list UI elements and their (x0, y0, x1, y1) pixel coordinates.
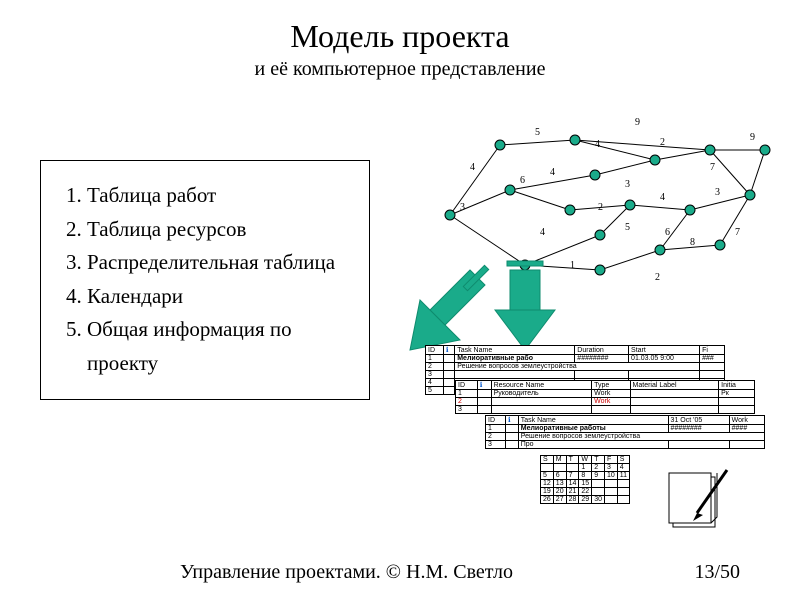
list-item: Таблица ресурсов (87, 213, 351, 247)
page-number: 13/50 (694, 561, 740, 584)
svg-text:5: 5 (625, 222, 630, 233)
svg-text:3: 3 (460, 202, 465, 213)
svg-text:4: 4 (660, 192, 665, 203)
info-icon: ℹ (505, 416, 518, 425)
th: Start (629, 346, 700, 355)
th: Task Name (518, 416, 668, 425)
svg-text:6: 6 (665, 227, 670, 238)
svg-text:9: 9 (750, 132, 755, 143)
th: Fi (700, 346, 725, 355)
svg-text:3: 3 (715, 187, 720, 198)
assignment-table: ID ℹ Task Name 31 Oct '05 Work 1Мелиорат… (485, 415, 765, 449)
list-item: Таблица работ (87, 179, 351, 213)
svg-text:4: 4 (470, 162, 475, 173)
svg-text:5: 5 (535, 127, 540, 138)
slide-subtitle: и её компьютерное представление (0, 58, 800, 81)
info-icon: ℹ (477, 381, 491, 390)
list-item: Общая информация по проекту (87, 313, 351, 380)
slide: Модель проекта и её компьютерное предста… (0, 0, 800, 600)
th: Material Label (630, 381, 719, 390)
th: Work (729, 416, 764, 425)
content-list-box: Таблица работ Таблица ресурсов Распредел… (40, 160, 370, 400)
arrow-down-icon (495, 261, 555, 350)
info-icon: ℹ (443, 346, 454, 355)
svg-text:4: 4 (540, 227, 545, 238)
footer-text: Управление проектами. © Н.М. Светло (180, 561, 513, 584)
svg-text:8: 8 (690, 237, 695, 248)
svg-text:4: 4 (595, 139, 600, 150)
list-item: Календари (87, 280, 351, 314)
svg-text:4: 4 (550, 167, 555, 178)
tables-preview: ID ℹ Task Name Duration Start Fi 1Мелиор… (420, 345, 770, 535)
arrow-left-icon (410, 265, 489, 350)
th: ID (456, 381, 478, 390)
svg-text:6: 6 (520, 175, 525, 186)
th: ID (426, 346, 444, 355)
content-list: Таблица работ Таблица ресурсов Распредел… (59, 179, 351, 381)
svg-text:3: 3 (625, 179, 630, 190)
notepad-pencil-icon (665, 465, 735, 535)
svg-text:7: 7 (710, 162, 715, 173)
list-item: Распределительная таблица (87, 246, 351, 280)
calendar-table: S M T W T F S 1234 567891011 12131415 19… (540, 455, 630, 504)
th: 31 Oct '05 (668, 416, 729, 425)
th: Type (592, 381, 630, 390)
th: Resource Name (491, 381, 592, 390)
svg-text:2: 2 (655, 272, 660, 283)
th: Task Name (455, 346, 575, 355)
svg-text:7: 7 (735, 227, 740, 238)
resource-table: ID ℹ Resource Name Type Material Label I… (455, 380, 755, 414)
svg-text:2: 2 (598, 202, 603, 213)
svg-text:9: 9 (635, 117, 640, 128)
slide-title: Модель проекта (0, 18, 800, 55)
th: Duration (575, 346, 629, 355)
th: Initia (719, 381, 755, 390)
th: ID (486, 416, 506, 425)
